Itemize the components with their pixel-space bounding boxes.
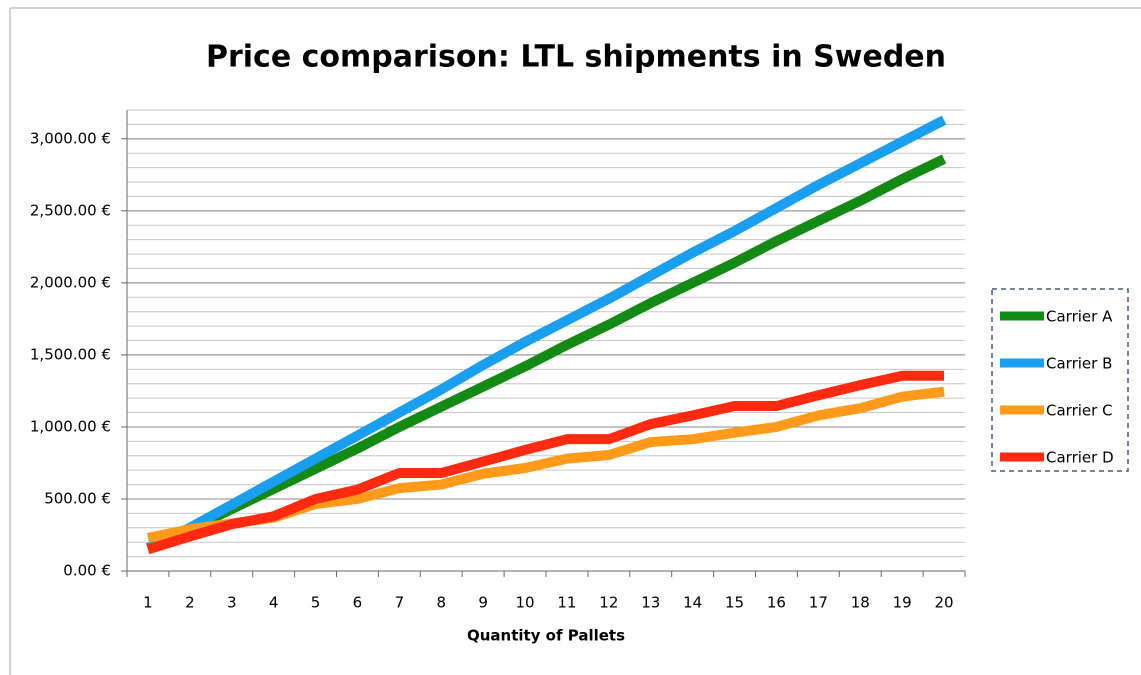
x-tick-label: 20 xyxy=(935,594,954,612)
x-tick-label: 12 xyxy=(599,594,618,612)
x-tick-label: 6 xyxy=(353,594,363,612)
x-tick-label: 15 xyxy=(725,594,744,612)
chart-title: Price comparison: LTL shipments in Swede… xyxy=(206,40,946,75)
x-tick-label: 8 xyxy=(436,594,446,612)
x-tick-label: 5 xyxy=(311,594,321,612)
series-line xyxy=(145,154,947,553)
x-tick-label: 13 xyxy=(641,594,660,612)
y-tick-label: 2,000.00 € xyxy=(30,273,111,291)
y-tick-label: 1,500.00 € xyxy=(30,345,111,363)
x-tick-label: 1 xyxy=(143,594,153,612)
x-tick-label: 10 xyxy=(516,594,535,612)
legend-label: Carrier C xyxy=(1046,402,1113,420)
x-axis-label: Quantity of Pallets xyxy=(467,627,625,645)
x-tick-label: 14 xyxy=(683,594,702,612)
y-tick-label: 0.00 € xyxy=(63,562,111,580)
x-tick-label: 9 xyxy=(478,594,488,612)
x-tick-label: 17 xyxy=(809,594,828,612)
y-tick-label: 2,500.00 € xyxy=(30,201,111,219)
legend-label: Carrier B xyxy=(1046,355,1112,373)
y-tick-label: 500.00 € xyxy=(44,489,111,507)
x-tick-label: 3 xyxy=(227,594,237,612)
x-tick-label: 11 xyxy=(557,594,576,612)
x-tick-label: 16 xyxy=(767,594,786,612)
series-line xyxy=(145,115,947,553)
x-tick-label: 2 xyxy=(185,594,195,612)
legend-label: Carrier A xyxy=(1046,308,1113,326)
x-tick-label: 19 xyxy=(893,594,912,612)
legend-label: Carrier D xyxy=(1046,449,1114,467)
series-line xyxy=(146,370,945,555)
y-tick-label: 3,000.00 € xyxy=(30,129,111,147)
x-tick-label: 4 xyxy=(269,594,279,612)
x-tick-label: 7 xyxy=(395,594,405,612)
y-tick-label: 1,000.00 € xyxy=(30,417,111,435)
x-tick-label: 18 xyxy=(851,594,870,612)
